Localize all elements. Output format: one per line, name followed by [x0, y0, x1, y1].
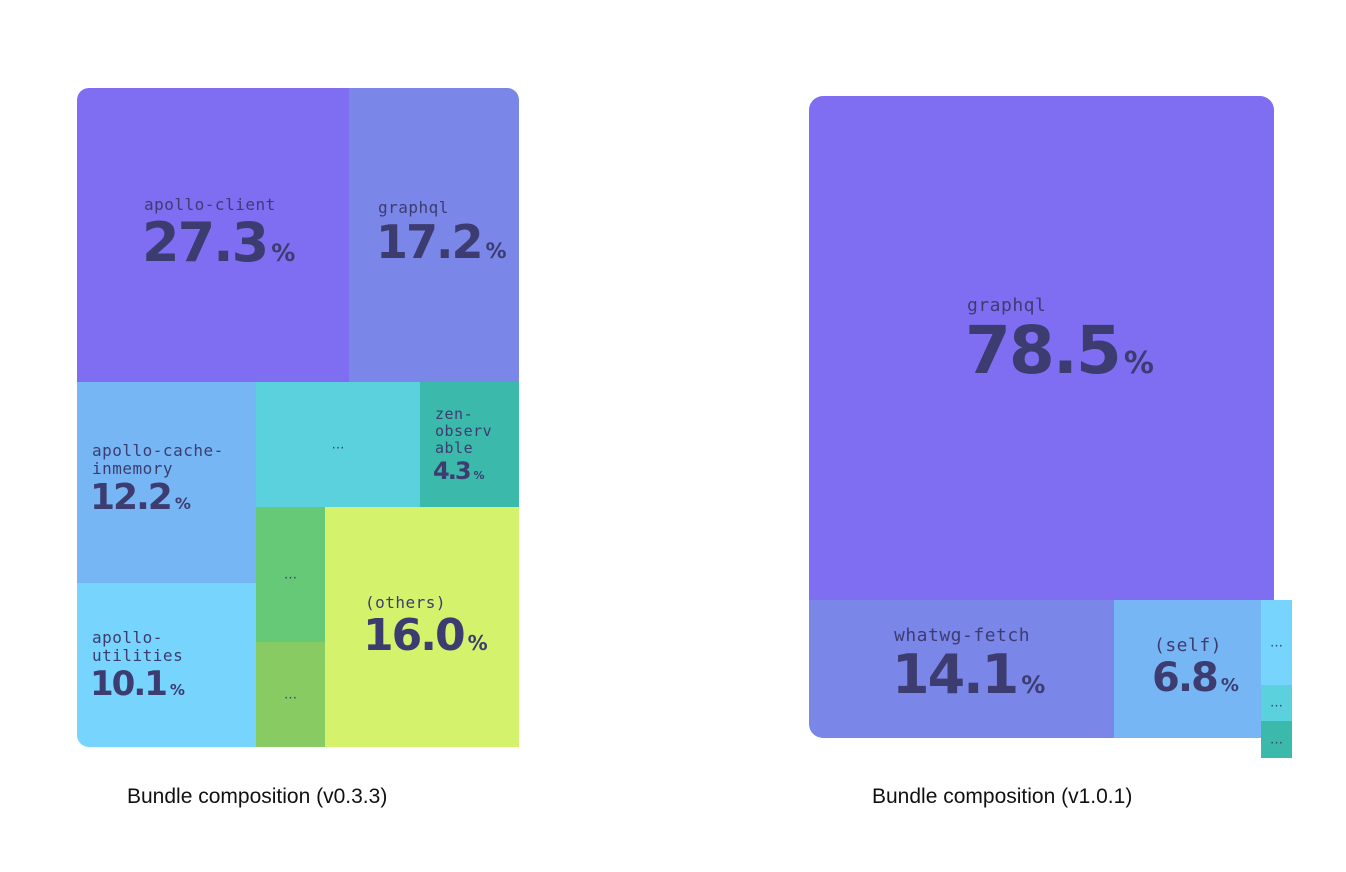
treemap-cell-graphql: graphql 78.5% — [809, 96, 1274, 600]
percent-unit: % — [169, 681, 185, 699]
treemap-cell-percent: 17.2% — [376, 219, 507, 265]
treemap-cell-percent: 27.3% — [142, 216, 295, 270]
treemap-cell-percent: 10.1% — [90, 667, 185, 701]
treemap-cell-unlabeled-3: … — [1261, 721, 1292, 758]
percent-value: 14.1 — [892, 643, 1019, 706]
caption-v1-0-1: Bundle composition (v1.0.1) — [872, 785, 1133, 808]
percent-value: 6.8 — [1152, 655, 1219, 701]
treemap-cell-apollo-cache-inmemory: apollo-cache- inmemory 12.2% — [77, 382, 256, 583]
percent-unit: % — [467, 631, 488, 655]
percent-value: 16.0 — [363, 610, 466, 661]
percent-unit: % — [473, 469, 485, 482]
treemap-cell-label: (self) — [1154, 635, 1223, 656]
treemap-cell-whatwg-fetch: whatwg-fetch 14.1% — [809, 600, 1114, 738]
percent-value: 17.2 — [376, 215, 483, 269]
treemap-cell-apollo-client: apollo-client 27.3% — [77, 88, 349, 382]
treemap-cell-percent: 6.8% — [1152, 658, 1239, 698]
treemap-cell-ellipsis: … — [1270, 635, 1283, 650]
treemap-cell-percent: 12.2% — [90, 480, 191, 516]
treemap-cell-label: apollo- utilities — [92, 628, 184, 665]
treemap-v1-0-1: graphql 78.5% whatwg-fetch 14.1% (self) 6.8%…… — [809, 96, 1292, 758]
treemap-cell-label: (others) — [365, 593, 447, 612]
percent-value: 10.1 — [90, 664, 168, 704]
percent-unit: % — [485, 239, 507, 263]
treemap-cell-label: whatwg-fetch — [894, 625, 1031, 646]
treemap-cell-label: zen- observ able — [435, 405, 493, 457]
treemap-cell-ellipsis: … — [284, 687, 297, 702]
treemap-cell-ellipsis: … — [1270, 732, 1283, 747]
treemap-cell-self: (self) 6.8% — [1114, 600, 1261, 738]
treemap-cell-ellipsis: … — [1270, 695, 1283, 711]
percent-unit: % — [271, 239, 296, 267]
caption-v0-3-3: Bundle composition (v0.3.3) — [127, 785, 388, 808]
treemap-cell-ellipsis: … — [284, 567, 297, 582]
treemap-cell-percent: 16.0% — [363, 614, 488, 658]
treemap-cell-apollo-utilities: apollo- utilities 10.1% — [77, 583, 256, 747]
percent-value: 78.5 — [965, 312, 1122, 389]
treemap-cell-unlabeled-2: … — [1261, 685, 1292, 721]
treemap-cell-percent: 78.5% — [965, 318, 1154, 384]
treemap-cell-unlabeled-2: … — [256, 507, 325, 642]
treemap-cell-label: graphql — [378, 198, 449, 217]
treemap-cell-percent: 14.1% — [892, 648, 1045, 702]
treemap-v0-3-3: apollo-client 27.3% graphql 17.2% apollo-cac… — [77, 88, 519, 747]
treemap-cell-unlabeled-1: … — [1261, 600, 1292, 685]
percent-unit: % — [1123, 346, 1154, 381]
treemap-cell-graphql: graphql 17.2% — [349, 88, 519, 382]
treemap-cell-percent: 4.3% — [433, 459, 485, 483]
treemap-cell-label: graphql — [967, 295, 1047, 316]
treemap-cell-zen-observable: zen- observ able 4.3% — [420, 382, 519, 507]
treemap-cell-unlabeled-3: … — [256, 642, 325, 747]
percent-value: 4.3 — [433, 457, 471, 485]
treemap-cell-label: apollo-cache- inmemory — [92, 441, 224, 478]
percent-unit: % — [1021, 671, 1046, 699]
treemap-cell-label: apollo-client — [144, 195, 276, 214]
percent-value: 27.3 — [142, 211, 269, 274]
percent-value: 12.2 — [90, 477, 173, 518]
percent-unit: % — [174, 494, 191, 513]
treemap-cell-others: (others) 16.0% — [325, 507, 519, 747]
treemap-cell-unlabeled-1: … — [256, 382, 420, 507]
treemap-cell-ellipsis: … — [331, 437, 345, 452]
percent-unit: % — [1220, 675, 1239, 696]
